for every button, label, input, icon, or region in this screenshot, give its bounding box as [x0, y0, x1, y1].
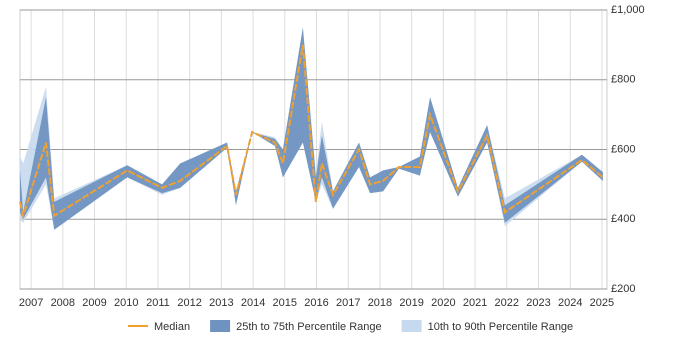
x-tick-label: 2010: [114, 297, 138, 309]
range-band: [20, 27, 603, 230]
x-tick-label: 2011: [146, 297, 170, 309]
legend-swatch: [210, 320, 231, 332]
y-tick-label: £200: [611, 283, 635, 295]
legend-swatch: [401, 320, 422, 332]
median-line: [19, 44, 604, 220]
legend-label: 10th to 90th Percentile Range: [428, 321, 574, 333]
x-tick-label: 2007: [19, 297, 43, 309]
x-tick-label: 2012: [177, 297, 201, 309]
x-tick-label: 2018: [368, 297, 392, 309]
x-tick-label: 2017: [336, 297, 360, 309]
legend-label: 25th to 75th Percentile Range: [236, 321, 382, 333]
y-tick-label: £800: [611, 74, 635, 86]
x-tick-label: 2025: [590, 297, 614, 309]
x-tick-label: 2016: [304, 297, 328, 309]
y-tick-label: £400: [611, 213, 635, 225]
x-tick-label: 2008: [51, 297, 75, 309]
x-tick-label: 2020: [431, 297, 455, 309]
x-tick-label: 2013: [209, 297, 233, 309]
x-tick-label: 2022: [495, 297, 519, 309]
x-tick-label: 2023: [526, 297, 550, 309]
y-tick-label: £600: [611, 143, 635, 155]
x-tick-label: 2019: [399, 297, 423, 309]
x-tick-label: 2009: [82, 297, 106, 309]
x-tick-label: 2021: [463, 297, 487, 309]
x-tick-label: 2015: [273, 297, 297, 309]
x-tick-label: 2014: [241, 297, 265, 309]
y-tick-label: £1,000: [611, 4, 645, 16]
x-tick-label: 2024: [558, 297, 582, 309]
legend-label: Median: [154, 321, 190, 333]
